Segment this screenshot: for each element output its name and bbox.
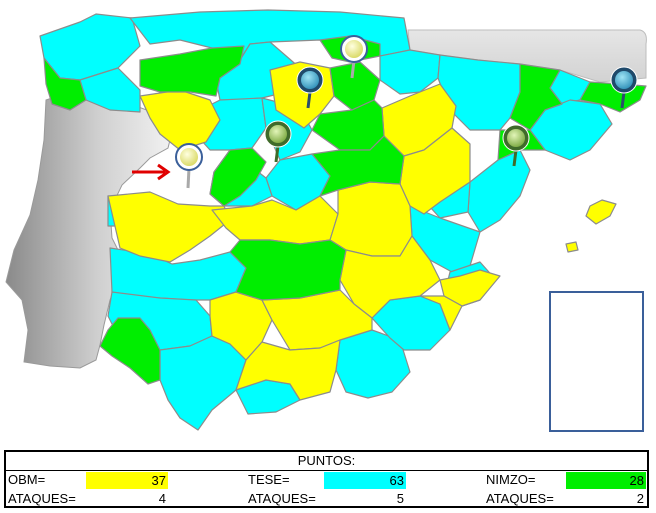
canary-islands-box [549, 291, 644, 432]
tese-attacks: 5 [396, 491, 404, 506]
tese-attacks-label: ATAQUES= [248, 491, 316, 506]
marker-yellow-orense[interactable] [175, 143, 203, 189]
nimzo-attacks-label: ATAQUES= [486, 491, 554, 506]
nimzo-label: NIMZO= [486, 472, 536, 487]
obm-attacks: 4 [158, 491, 166, 506]
spain-provinces-map [5, 9, 647, 432]
scoreboard-title: PUNTOS: [6, 452, 647, 471]
obm-points: 37 [86, 472, 168, 489]
nimzo-points: 28 [566, 472, 646, 489]
scoreboard: PUNTOS: OBM= 37 ATAQUES= 4 TESE= 63 ATAQ… [4, 450, 649, 508]
marker-blue-burgos[interactable] [296, 66, 324, 109]
marker-green-palencia[interactable] [264, 120, 292, 163]
nimzo-attacks: 2 [636, 491, 644, 506]
obm-label: OBM= [8, 472, 46, 487]
tese-label: TESE= [248, 472, 290, 487]
red-arrow-icon [132, 163, 171, 181]
tese-points: 63 [324, 472, 406, 489]
marker-green-lleida[interactable] [502, 124, 530, 167]
marker-yellow-bilbao[interactable] [340, 35, 368, 79]
provinces-obm [107, 61, 617, 401]
marker-blue-girona[interactable] [610, 66, 638, 109]
obm-attacks-label: ATAQUES= [8, 491, 76, 506]
